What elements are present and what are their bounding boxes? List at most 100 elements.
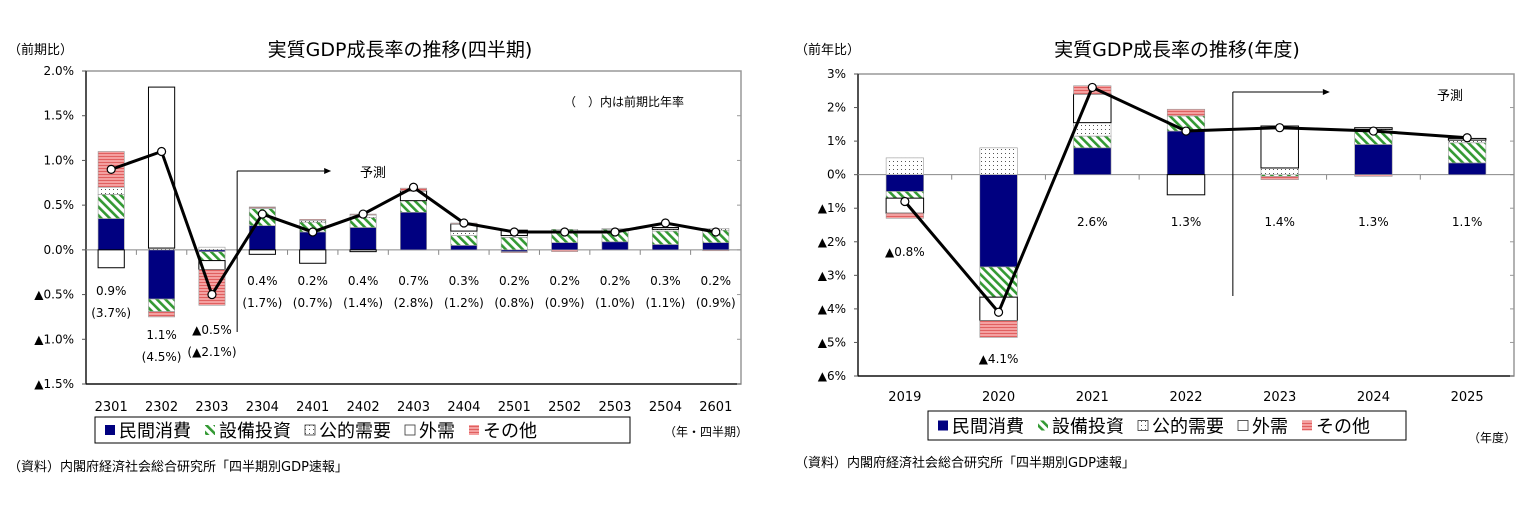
gdp-point <box>1181 126 1191 136</box>
x-tick-label: 2301 <box>95 400 128 415</box>
bar-private-consumption <box>349 227 377 251</box>
data-label: 0.2% <box>701 274 732 288</box>
bar-other <box>148 311 175 318</box>
y-tick-label: 1.5% <box>44 109 75 123</box>
data-label: 0.7% <box>398 274 429 288</box>
bar-external-demand <box>1260 125 1299 169</box>
legend-swatch-other <box>1302 420 1312 431</box>
x-tick-label: 2403 <box>397 400 430 415</box>
bar-capex <box>198 251 226 261</box>
x-tick-label: 2020 <box>982 390 1015 405</box>
bar-other <box>702 249 730 252</box>
annualized-label: (1.1%) <box>645 296 685 310</box>
legend-label-other: その他 <box>483 421 537 442</box>
bar-other <box>299 219 327 221</box>
data-label: 2.6% <box>1077 215 1108 229</box>
y-tick-label: ▲2% <box>818 235 846 249</box>
gdp-point <box>1087 82 1097 93</box>
bar-private-consumption <box>400 211 427 251</box>
legend-box <box>927 410 1407 441</box>
data-label: 1.1% <box>1452 215 1483 229</box>
annualized-label: (1.2%) <box>444 296 484 310</box>
y-tick-label: 1% <box>827 134 846 148</box>
bar-private-consumption <box>148 249 175 300</box>
legend-swatch-private-consumption <box>105 425 115 435</box>
right-ylabel: （前年比） <box>795 42 860 58</box>
bar-capex <box>652 230 679 245</box>
y-tick-label: 0.5% <box>44 198 75 212</box>
forecast-label: 予測 <box>1437 89 1463 104</box>
x-tick-label: 2303 <box>195 400 228 415</box>
gdp-point <box>459 218 469 228</box>
data-label: 1.4% <box>1264 215 1295 229</box>
data-label: ▲4.1% <box>979 352 1019 366</box>
legend-swatch-capex <box>1038 420 1048 431</box>
bar-capex <box>450 235 478 246</box>
data-label: ▲0.5% <box>192 323 232 337</box>
bar-external-demand <box>349 249 377 253</box>
bar-private-consumption <box>97 218 125 251</box>
bar-other <box>198 269 226 306</box>
x-tick-label: 2402 <box>347 400 380 415</box>
y-tick-label: ▲0.5% <box>34 288 74 302</box>
legend-label-private-consumption: 民間消費 <box>119 421 191 442</box>
legend-label-private-consumption: 民間消費 <box>952 417 1024 438</box>
y-tick-label: ▲1.5% <box>34 377 74 391</box>
annualized-label: (0.9%) <box>545 296 585 310</box>
legend-swatch-external-demand <box>404 424 416 436</box>
bar-private-consumption <box>1354 144 1393 175</box>
y-tick-label: 1.0% <box>44 153 75 167</box>
left-source: （資料）内閣府経済社会総合研究所「四半期別GDP速報」 <box>8 459 348 475</box>
annualized-label: (3.7%) <box>91 306 131 320</box>
left-note: （ ）内は前期比年率 <box>564 94 684 109</box>
x-tick-label: 2025 <box>1451 390 1484 405</box>
gdp-point <box>1462 133 1472 143</box>
bar-other <box>1260 176 1299 181</box>
forecast-label: 予測 <box>360 166 386 181</box>
y-tick-label: ▲1% <box>818 201 846 215</box>
gdp-point <box>993 307 1004 317</box>
y-tick-label: ▲1.0% <box>34 332 74 346</box>
annualized-label: (2.8%) <box>394 296 434 310</box>
fiscal-year-chart: 3% 2% 1% 0% ▲1% ▲2% ▲3% ▲4% ▲5% ▲6% 予測 2019 2020 2021… <box>818 67 1515 441</box>
forecast-arrow-icon <box>324 168 332 174</box>
data-label: 0.2% <box>549 274 580 288</box>
bar-private-consumption <box>885 174 924 192</box>
x-tick-label: 2019 <box>888 390 921 405</box>
gdp-point <box>156 146 167 157</box>
bar-public-demand <box>885 157 924 175</box>
annualized-label: (4.5%) <box>142 350 182 364</box>
x-tick-label: 2023 <box>1263 390 1296 405</box>
gdp-point <box>257 209 267 219</box>
y-tick-label: ▲5% <box>818 335 846 349</box>
x-tick-label: 2601 <box>699 400 732 415</box>
bar-private-consumption <box>652 244 679 251</box>
annualized-label: (1.7%) <box>242 296 282 310</box>
x-tick-label: 2024 <box>1357 390 1390 405</box>
bar-private-consumption <box>450 245 478 251</box>
data-label: 1.1% <box>146 328 177 342</box>
gdp-point <box>408 182 419 192</box>
bar-private-consumption <box>551 242 579 251</box>
left-ylabel: （前期比） <box>8 42 73 58</box>
bar-external-demand <box>147 86 176 249</box>
bar-public-demand <box>198 246 226 251</box>
bar-capex <box>1448 142 1487 164</box>
gdp-point <box>1368 126 1379 136</box>
annualized-label: (▲2.1%) <box>187 345 236 359</box>
bar-private-consumption <box>1166 130 1206 175</box>
bar-public-demand <box>1260 167 1299 175</box>
gdp-point <box>207 289 217 300</box>
quarterly-chart: 2.0% 1.5% 1.0% 0.5% 0.0% ▲0.5% ▲1.0% ▲1.5% 予測 230… <box>34 64 742 444</box>
bar-other <box>885 212 924 219</box>
data-label: 0.9% <box>96 284 127 298</box>
legend-label-public-demand: 公的需要 <box>1152 417 1224 438</box>
bar-external-demand <box>651 227 680 230</box>
x-tick-label: 2502 <box>548 400 581 415</box>
bar-capex <box>349 217 377 228</box>
y-tick-label: ▲3% <box>818 268 846 282</box>
bar-other <box>551 249 579 252</box>
gdp-point <box>560 227 570 237</box>
data-label: ▲0.8% <box>885 245 925 259</box>
